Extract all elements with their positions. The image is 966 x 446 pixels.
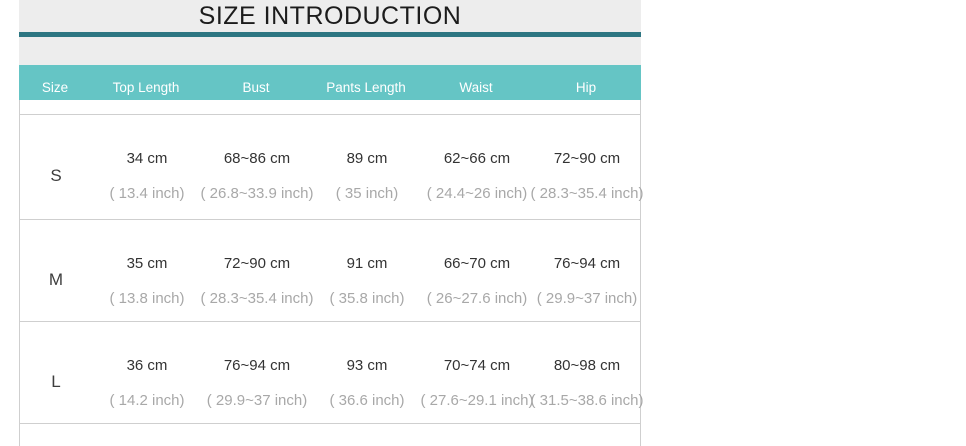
table-cell-top-length: 35 cm ( 13.8 inch): [92, 220, 202, 321]
column-header-top-length: Top Length: [112, 80, 180, 95]
inch-value: ( 35 inch): [335, 185, 399, 202]
cm-value: 89 cm: [346, 150, 388, 167]
spacer-band: [19, 37, 641, 65]
table-row-s: S 34 cm ( 13.4 inch) 68~86 cm ( 26.8~33.…: [20, 115, 644, 220]
table-header-row: Size Top Length Bust Pants Length Waist …: [19, 65, 641, 100]
header-gap-row: [20, 100, 640, 115]
size-label: S: [50, 166, 62, 185]
table-cell-waist: 66~70 cm ( 26~27.6 inch): [422, 220, 532, 321]
table-cell-top-length: 34 cm ( 13.4 inch): [92, 115, 202, 219]
table-row-l: L 36 cm ( 14.2 inch) 76~94 cm ( 29.9~37 …: [20, 322, 644, 424]
size-label: L: [51, 371, 61, 391]
inch-value: ( 14.2 inch): [109, 392, 185, 409]
table-body: S 34 cm ( 13.4 inch) 68~86 cm ( 26.8~33.…: [19, 100, 644, 446]
table-cell-bust: 76~94 cm ( 29.9~37 inch): [202, 322, 312, 423]
column-header-hip: Hip: [575, 80, 597, 95]
inch-value: ( 29.9~37 inch): [206, 392, 308, 409]
inch-value: ( 35.8 inch): [329, 290, 405, 307]
column-header-bust: Bust: [242, 80, 270, 95]
cm-value: 72~90 cm: [223, 255, 291, 272]
inch-value: ( 36.6 inch): [329, 392, 405, 409]
cm-value: 93 cm: [346, 357, 388, 374]
cm-value: 66~70 cm: [443, 255, 511, 272]
cm-value: 70~74 cm: [443, 357, 511, 374]
cm-value: 76~94 cm: [223, 357, 291, 374]
table-cell-pants-length: 89 cm ( 35 inch): [312, 115, 422, 219]
title-band: SIZE INTRODUCTION: [19, 0, 641, 32]
inch-value: ( 13.4 inch): [109, 185, 185, 202]
table-cell-waist: 62~66 cm ( 24.4~26 inch): [422, 115, 532, 219]
size-label: M: [48, 269, 64, 289]
cm-value: 76~94 cm: [553, 255, 621, 272]
inch-value: ( 29.9~37 inch): [536, 290, 638, 307]
table-cell-top-length: 36 cm ( 14.2 inch): [92, 322, 202, 423]
inch-value: ( 13.8 inch): [109, 290, 185, 307]
table-cell-hip: 72~90 cm ( 28.3~35.4 inch): [530, 115, 644, 219]
inch-value: ( 24.4~26 inch): [426, 185, 528, 202]
table-cell-hip: 80~98 cm ( 31.5~38.6 inch): [530, 322, 644, 423]
cm-value: 68~86 cm: [223, 150, 291, 167]
table-cell-hip: 76~94 cm ( 29.9~37 inch): [532, 220, 642, 321]
cm-value: 80~98 cm: [553, 357, 621, 374]
table-cell-bust: 68~86 cm ( 26.8~33.9 inch): [200, 115, 314, 219]
inch-value: ( 28.3~35.4 inch): [530, 185, 644, 202]
table-cell-pants-length: 91 cm ( 35.8 inch): [312, 220, 422, 321]
cm-value: 34 cm: [126, 150, 168, 167]
table-row-m: M 35 cm ( 13.8 inch) 72~90 cm ( 28.3~35.…: [20, 220, 640, 322]
inch-value: ( 27.6~29.1 inch): [420, 392, 534, 409]
column-header-size: Size: [41, 80, 69, 95]
inch-value: ( 26~27.6 inch): [426, 290, 528, 307]
column-header-waist: Waist: [459, 80, 493, 95]
page-title: SIZE INTRODUCTION: [198, 1, 462, 30]
size-chart: SIZE INTRODUCTION Size Top Length Bust P…: [19, 0, 644, 446]
cm-value: 91 cm: [346, 255, 388, 272]
cm-value: 62~66 cm: [443, 150, 511, 167]
title-divider: [19, 32, 641, 37]
table-cell-bust: 72~90 cm ( 28.3~35.4 inch): [200, 220, 314, 321]
column-header-pants-length: Pants Length: [326, 80, 406, 95]
inch-value: ( 31.5~38.6 inch): [530, 392, 644, 409]
cm-value: 36 cm: [126, 357, 168, 374]
partial-bottom-row: [20, 424, 640, 442]
cm-value: 72~90 cm: [553, 150, 621, 167]
table-cell-waist: 70~74 cm ( 27.6~29.1 inch): [420, 322, 534, 423]
inch-value: ( 28.3~35.4 inch): [200, 290, 314, 307]
table-cell-pants-length: 93 cm ( 36.6 inch): [312, 322, 422, 423]
inch-value: ( 26.8~33.9 inch): [200, 185, 314, 202]
cm-value: 35 cm: [126, 255, 168, 272]
